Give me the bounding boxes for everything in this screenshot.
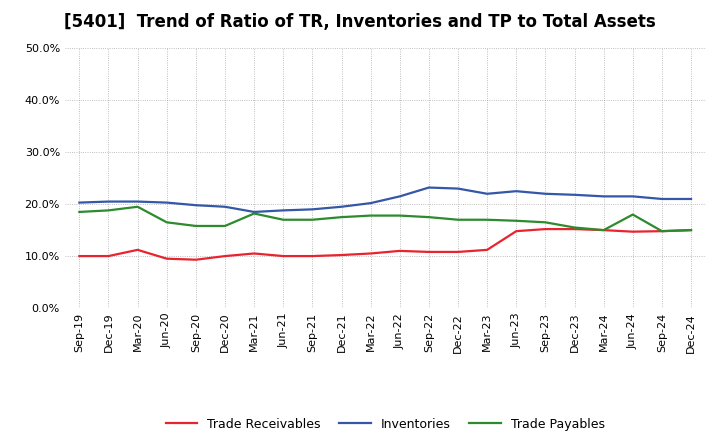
Inventories: [220, 204, 229, 209]
Trade Payables: [250, 211, 258, 216]
Inventories: [133, 199, 142, 204]
Trade Receivables: [366, 251, 375, 256]
Trade Payables: [483, 217, 492, 222]
Line: Inventories: Inventories: [79, 187, 691, 212]
Trade Payables: [75, 209, 84, 215]
Trade Receivables: [104, 253, 113, 259]
Inventories: [395, 194, 404, 199]
Trade Receivables: [75, 253, 84, 259]
Trade Payables: [425, 214, 433, 220]
Trade Receivables: [512, 228, 521, 234]
Trade Payables: [599, 227, 608, 233]
Inventories: [657, 196, 666, 202]
Inventories: [599, 194, 608, 199]
Inventories: [308, 207, 317, 212]
Trade Payables: [454, 217, 462, 222]
Trade Payables: [570, 225, 579, 230]
Trade Receivables: [279, 253, 287, 259]
Inventories: [104, 199, 113, 204]
Trade Payables: [337, 214, 346, 220]
Line: Trade Receivables: Trade Receivables: [79, 229, 691, 260]
Inventories: [512, 188, 521, 194]
Trade Receivables: [308, 253, 317, 259]
Trade Receivables: [454, 249, 462, 255]
Inventories: [279, 208, 287, 213]
Trade Payables: [308, 217, 317, 222]
Inventories: [75, 200, 84, 205]
Trade Receivables: [250, 251, 258, 256]
Inventories: [163, 200, 171, 205]
Inventories: [483, 191, 492, 196]
Trade Payables: [687, 227, 696, 233]
Trade Receivables: [657, 228, 666, 234]
Inventories: [366, 201, 375, 206]
Trade Receivables: [133, 247, 142, 253]
Trade Payables: [220, 224, 229, 229]
Trade Receivables: [395, 248, 404, 253]
Trade Receivables: [541, 227, 550, 232]
Inventories: [541, 191, 550, 196]
Text: [5401]  Trend of Ratio of TR, Inventories and TP to Total Assets: [5401] Trend of Ratio of TR, Inventories…: [64, 13, 656, 31]
Trade Receivables: [220, 253, 229, 259]
Trade Payables: [629, 212, 637, 217]
Inventories: [629, 194, 637, 199]
Trade Payables: [133, 204, 142, 209]
Inventories: [337, 204, 346, 209]
Inventories: [192, 202, 200, 208]
Trade Payables: [163, 220, 171, 225]
Trade Receivables: [570, 227, 579, 232]
Line: Trade Payables: Trade Payables: [79, 207, 691, 231]
Legend: Trade Receivables, Inventories, Trade Payables: Trade Receivables, Inventories, Trade Pa…: [161, 413, 610, 436]
Trade Receivables: [425, 249, 433, 255]
Trade Receivables: [337, 253, 346, 258]
Trade Receivables: [599, 227, 608, 233]
Trade Payables: [657, 228, 666, 234]
Trade Payables: [104, 208, 113, 213]
Inventories: [687, 196, 696, 202]
Trade Payables: [192, 224, 200, 229]
Trade Payables: [279, 217, 287, 222]
Trade Receivables: [629, 229, 637, 235]
Trade Payables: [541, 220, 550, 225]
Trade Receivables: [483, 247, 492, 253]
Inventories: [425, 185, 433, 190]
Trade Payables: [366, 213, 375, 218]
Trade Receivables: [687, 227, 696, 233]
Inventories: [250, 209, 258, 215]
Trade Payables: [395, 213, 404, 218]
Inventories: [454, 186, 462, 191]
Inventories: [570, 192, 579, 198]
Trade Receivables: [163, 256, 171, 261]
Trade Payables: [512, 218, 521, 224]
Trade Receivables: [192, 257, 200, 262]
